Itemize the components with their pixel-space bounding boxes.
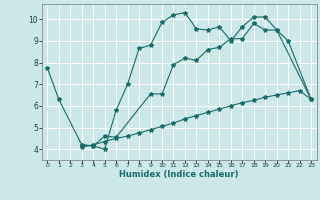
- X-axis label: Humidex (Indice chaleur): Humidex (Indice chaleur): [119, 170, 239, 179]
